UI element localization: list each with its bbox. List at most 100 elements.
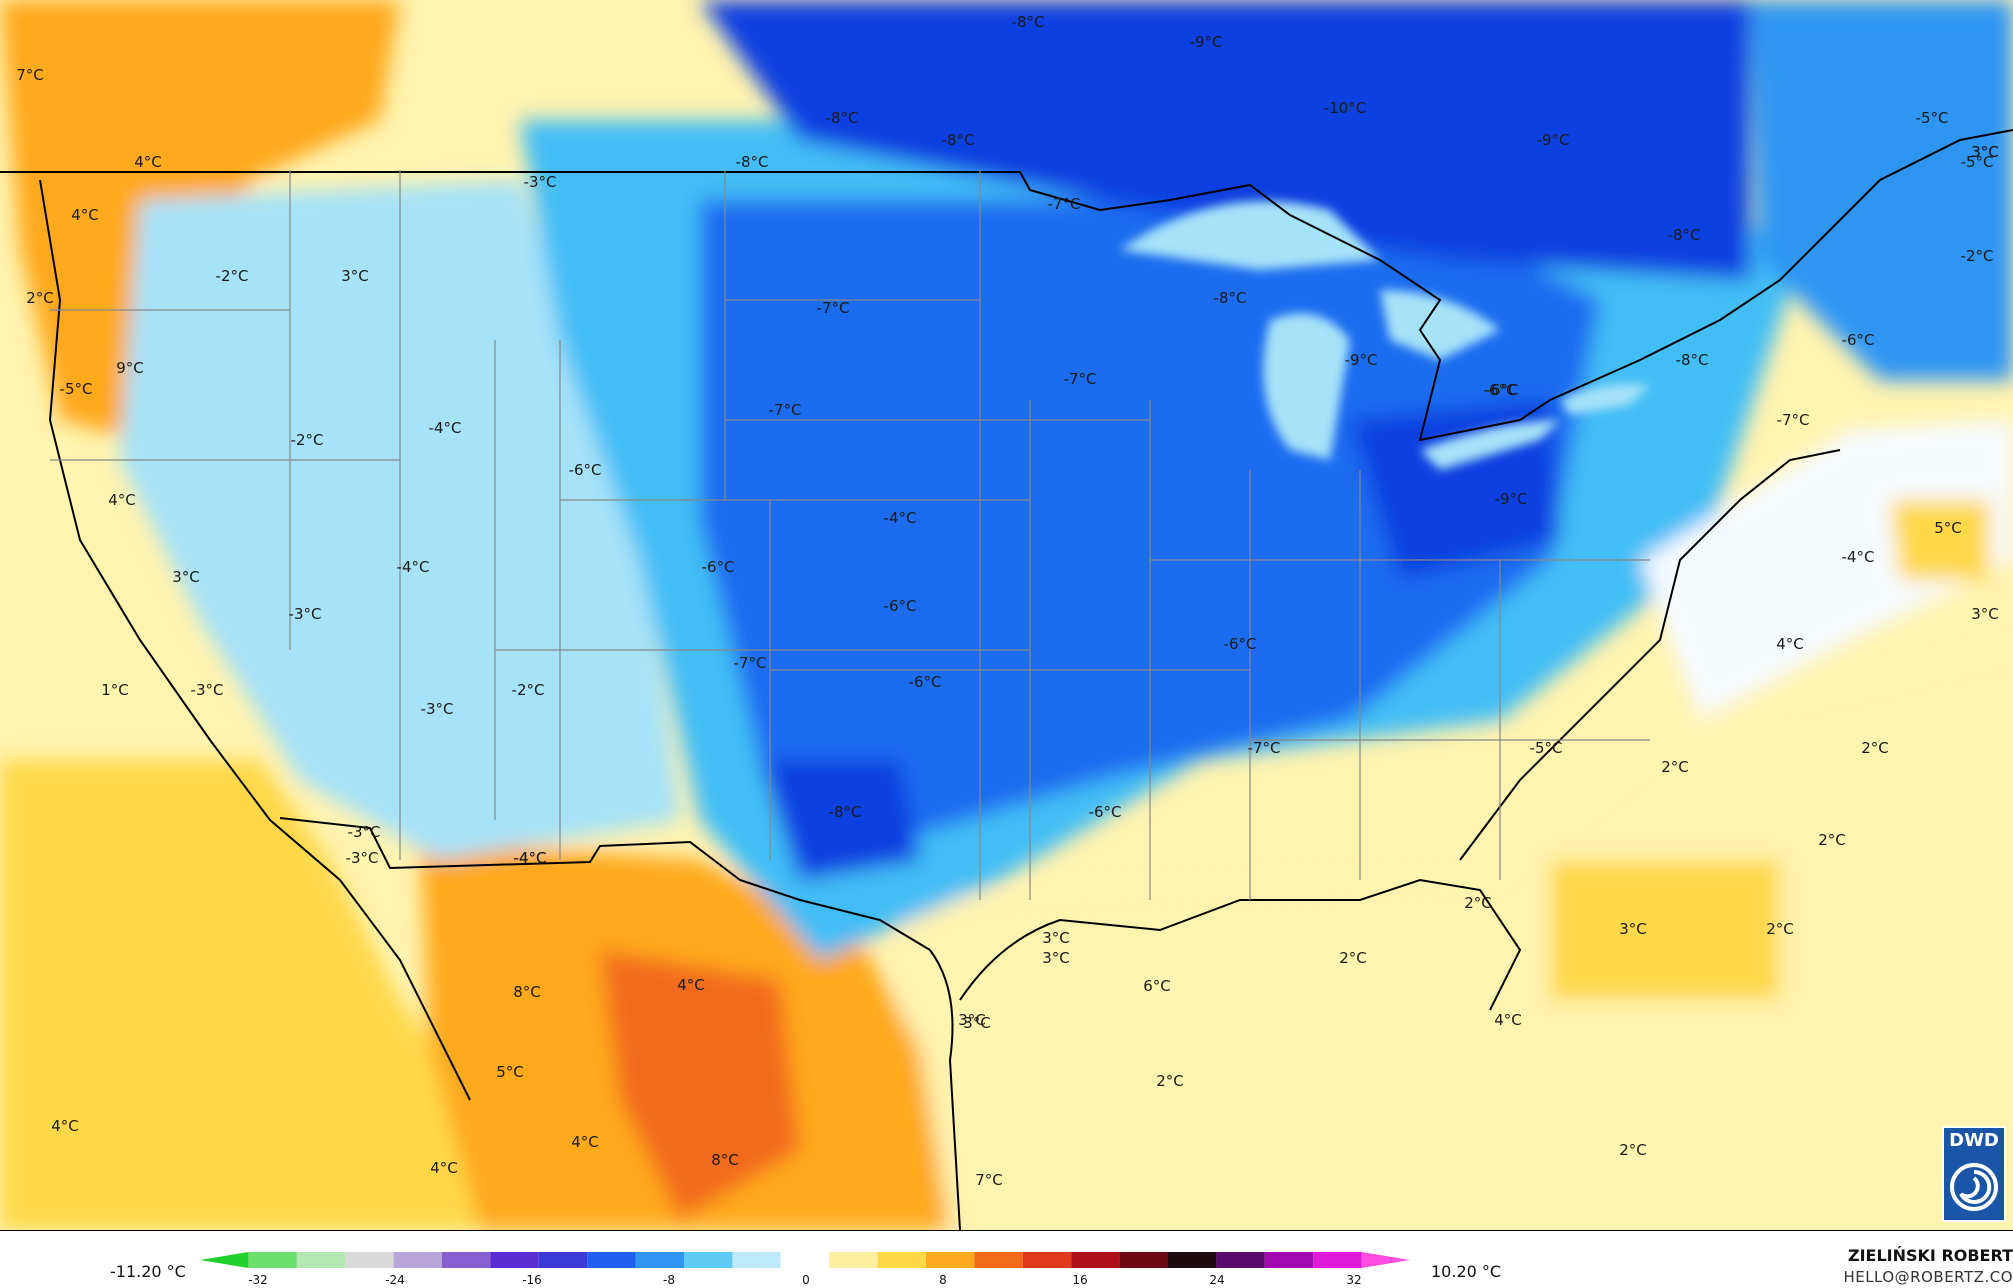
temperature-label: -6°C [1223,635,1257,653]
us-canada-border [0,129,2013,442]
temperature-label: 8°C [711,1151,739,1169]
scale-tick-label: -8 [663,1273,675,1287]
scale-swatch [248,1252,297,1268]
temperature-label: -2°C [511,681,545,699]
scale-tick-label: -16 [522,1273,542,1287]
lake-michigan [1263,313,1350,460]
scale-swatch [1119,1252,1168,1268]
temperature-label: -6°C [701,558,735,576]
temperature-label: 8°C [513,983,541,1001]
scale-tick-label: 0 [802,1273,810,1287]
country-borders [0,129,2013,1230]
temperature-label: -3°C [523,173,557,191]
scale-swatch [1168,1252,1217,1268]
temperature-label: 4°C [1776,635,1804,653]
east-coast-pale-area [1640,420,2013,720]
temperature-label: 3°C [1042,949,1070,967]
temperature-label: -7°C [1776,411,1810,429]
atlantic-warm-pocket [1890,500,1990,580]
temperature-label: -8°C [1675,351,1709,369]
temperature-label: -10°C [1323,99,1367,117]
temperature-label: 2°C [1464,894,1492,912]
temperature-label: 3°C [1971,605,1999,623]
temperature-label: -6°C [908,673,942,691]
scale-swatch [393,1252,442,1268]
temperature-label: 3°C [1619,920,1647,938]
scale-tick-label: 24 [1209,1273,1225,1287]
temperature-label: 2°C [1619,1141,1647,1159]
temperature-label: 3°C [1971,143,1999,161]
temperature-label: 2°C [1156,1072,1184,1090]
temperature-label: -9°C [1494,490,1528,508]
temperature-label: 4°C [134,153,162,171]
scale-swatch [635,1252,684,1268]
temperature-label: 2°C [26,289,54,307]
scale-tick-label: -24 [385,1273,405,1287]
temperature-label: -9°C [1344,351,1378,369]
temperature-label: 7°C [16,66,44,84]
temperature-label: 3°C [958,1011,986,1029]
temperature-label: 1°C [101,681,129,699]
temperature-label: 4°C [430,1159,458,1177]
lake-huron [1380,290,1500,360]
temperature-label: 5°C [1934,519,1962,537]
scale-swatch [829,1252,878,1268]
temperature-label: -8°C [828,803,862,821]
scale-swatch [587,1252,636,1268]
scale-tick-label: 32 [1346,1273,1362,1287]
min-value-label: -11.20 °C [110,1262,186,1281]
scale-swatch [442,1252,491,1268]
temperature-label: -6°C [1841,331,1875,349]
map-canvas [0,0,2013,1230]
temperature-label: 2°C [1861,739,1889,757]
temperature-label: -4°C [396,558,430,576]
color-scale-bar [200,1252,1410,1268]
temperature-label: 2°C [1766,920,1794,938]
pacific-warm-area [0,760,560,1230]
temperature-label: -5°C [59,380,93,398]
temperature-label: 4°C [71,206,99,224]
temperature-label: 5°C [496,1063,524,1081]
temperature-label: -7°C [733,654,767,672]
scale-swatch [1216,1252,1265,1268]
scale-swatch [490,1252,539,1268]
temperature-label: 2°C [1661,758,1689,776]
temperature-label: -4°C [513,849,547,867]
scale-swatch [200,1252,249,1268]
author-email: HELLO@ROBERTZ.CO [1843,1268,2013,1286]
temperature-label: -8°C [1213,289,1247,307]
temperature-label: -7°C [816,299,850,317]
temperature-label: -3°C [288,605,322,623]
temperature-label: 2°C [1339,949,1367,967]
scale-swatch [1022,1252,1072,1268]
temperature-label: -7°C [1063,370,1097,388]
temperature-label: -8°C [825,109,859,127]
temperature-label: 4°C [108,491,136,509]
temperature-label: -3°C [190,681,224,699]
canada-coldest-area [700,0,1750,280]
temperature-label: -6°C [1088,803,1122,821]
scale-swatch [780,1252,830,1268]
temperature-label: 4°C [51,1117,79,1135]
temperature-label: -7°C [768,401,802,419]
state-lines [50,170,1650,900]
scale-tick-label: 8 [939,1273,947,1287]
temperature-label: -3°C [345,849,379,867]
temperature-label: 4°C [1494,1011,1522,1029]
mexico-hot-area [600,950,800,1220]
scale-swatch [1071,1252,1120,1268]
scale-swatch [538,1252,588,1268]
temperature-label: -4°C [883,509,917,527]
temperature-label: 6°C [1143,977,1171,995]
scale-swatch [974,1252,1023,1268]
temperature-label: -7°C [1047,195,1081,213]
temperature-label: -4°C [1841,548,1875,566]
west-coastline [39,179,471,1101]
texas-coldest-area [760,760,920,880]
scale-swatch [1264,1252,1314,1268]
temperature-label: -4°C [513,849,547,867]
lake-ontario [1560,384,1650,415]
scale-swatch [345,1252,394,1268]
temperature-label: -3°C [347,823,381,841]
temperature-label: 4°C [571,1133,599,1151]
